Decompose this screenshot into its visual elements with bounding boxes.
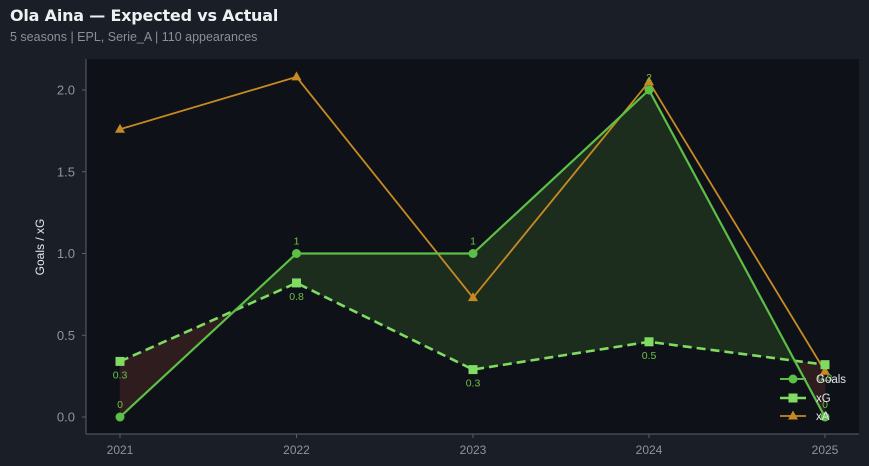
svg-text:0: 0 bbox=[117, 399, 123, 411]
svg-text:2023: 2023 bbox=[460, 443, 487, 457]
svg-text:0.0: 0.0 bbox=[57, 410, 75, 425]
svg-text:0.3: 0.3 bbox=[466, 378, 481, 390]
data-labels: 0 1 1 2 0 0.3 0.8 0.3 0.5 0.3 bbox=[113, 72, 833, 411]
svg-text:0.5: 0.5 bbox=[57, 328, 75, 343]
svg-text:0.5: 0.5 bbox=[642, 350, 657, 362]
svg-text:0.3: 0.3 bbox=[113, 369, 128, 381]
svg-text:2.0: 2.0 bbox=[57, 83, 75, 98]
chart-title: Ola Aina — Expected vs Actual bbox=[10, 6, 279, 25]
legend-item-xg: xG bbox=[780, 393, 831, 405]
svg-text:2025: 2025 bbox=[812, 443, 839, 457]
triangle-marker-icon bbox=[788, 410, 798, 420]
y-axis-ticks: 0.0 0.5 1.0 1.5 2.0 bbox=[57, 83, 86, 425]
svg-text:1: 1 bbox=[294, 236, 300, 248]
svg-text:1: 1 bbox=[470, 236, 476, 248]
x-axis-ticks: 2021 2022 2023 2024 2025 bbox=[107, 434, 839, 457]
svg-text:2: 2 bbox=[646, 72, 652, 84]
circle-marker-icon bbox=[788, 374, 798, 384]
svg-text:0.3: 0.3 bbox=[818, 373, 833, 385]
legend-label-goals: Goals bbox=[816, 374, 846, 386]
svg-text:2022: 2022 bbox=[283, 443, 310, 457]
square-marker-icon bbox=[788, 393, 798, 403]
svg-text:0: 0 bbox=[822, 399, 828, 411]
legend-label-xg: xG bbox=[816, 393, 831, 405]
svg-text:1.0: 1.0 bbox=[57, 246, 75, 261]
y-axis-label: Goals / xG bbox=[33, 219, 47, 276]
chart-subtitle: 5 seasons | EPL, Serie_A | 110 appearanc… bbox=[10, 30, 258, 44]
legend-item-goals: Goals bbox=[780, 374, 846, 386]
series-markers bbox=[115, 71, 830, 422]
svg-text:1.5: 1.5 bbox=[57, 164, 75, 179]
legend: Goals xG xA bbox=[780, 374, 846, 423]
svg-text:2021: 2021 bbox=[107, 443, 134, 457]
svg-text:2024: 2024 bbox=[636, 443, 663, 457]
legend-label-xa: xA bbox=[816, 411, 830, 423]
svg-text:0.8: 0.8 bbox=[289, 291, 304, 303]
legend-item-xa: xA bbox=[780, 410, 830, 423]
